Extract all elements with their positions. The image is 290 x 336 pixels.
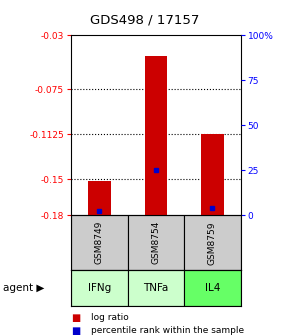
Text: ■: ■: [71, 312, 80, 323]
Text: percentile rank within the sample: percentile rank within the sample: [91, 327, 244, 335]
Text: IFNg: IFNg: [88, 283, 111, 293]
Text: ■: ■: [71, 326, 80, 336]
Bar: [201, 133, 224, 215]
Text: GSM8754: GSM8754: [151, 221, 160, 264]
Bar: [71, 270, 128, 306]
Text: IL4: IL4: [205, 283, 220, 293]
Text: GDS498 / 17157: GDS498 / 17157: [90, 13, 200, 27]
Text: TNFa: TNFa: [143, 283, 168, 293]
Bar: [184, 215, 241, 270]
Bar: [128, 270, 184, 306]
Text: GSM8759: GSM8759: [208, 221, 217, 264]
Bar: [88, 181, 110, 215]
Text: log ratio: log ratio: [91, 313, 129, 322]
Text: agent ▶: agent ▶: [3, 283, 44, 293]
Bar: [71, 215, 128, 270]
Bar: [128, 215, 184, 270]
Bar: [184, 270, 241, 306]
Bar: [144, 56, 167, 215]
Text: GSM8749: GSM8749: [95, 221, 104, 264]
